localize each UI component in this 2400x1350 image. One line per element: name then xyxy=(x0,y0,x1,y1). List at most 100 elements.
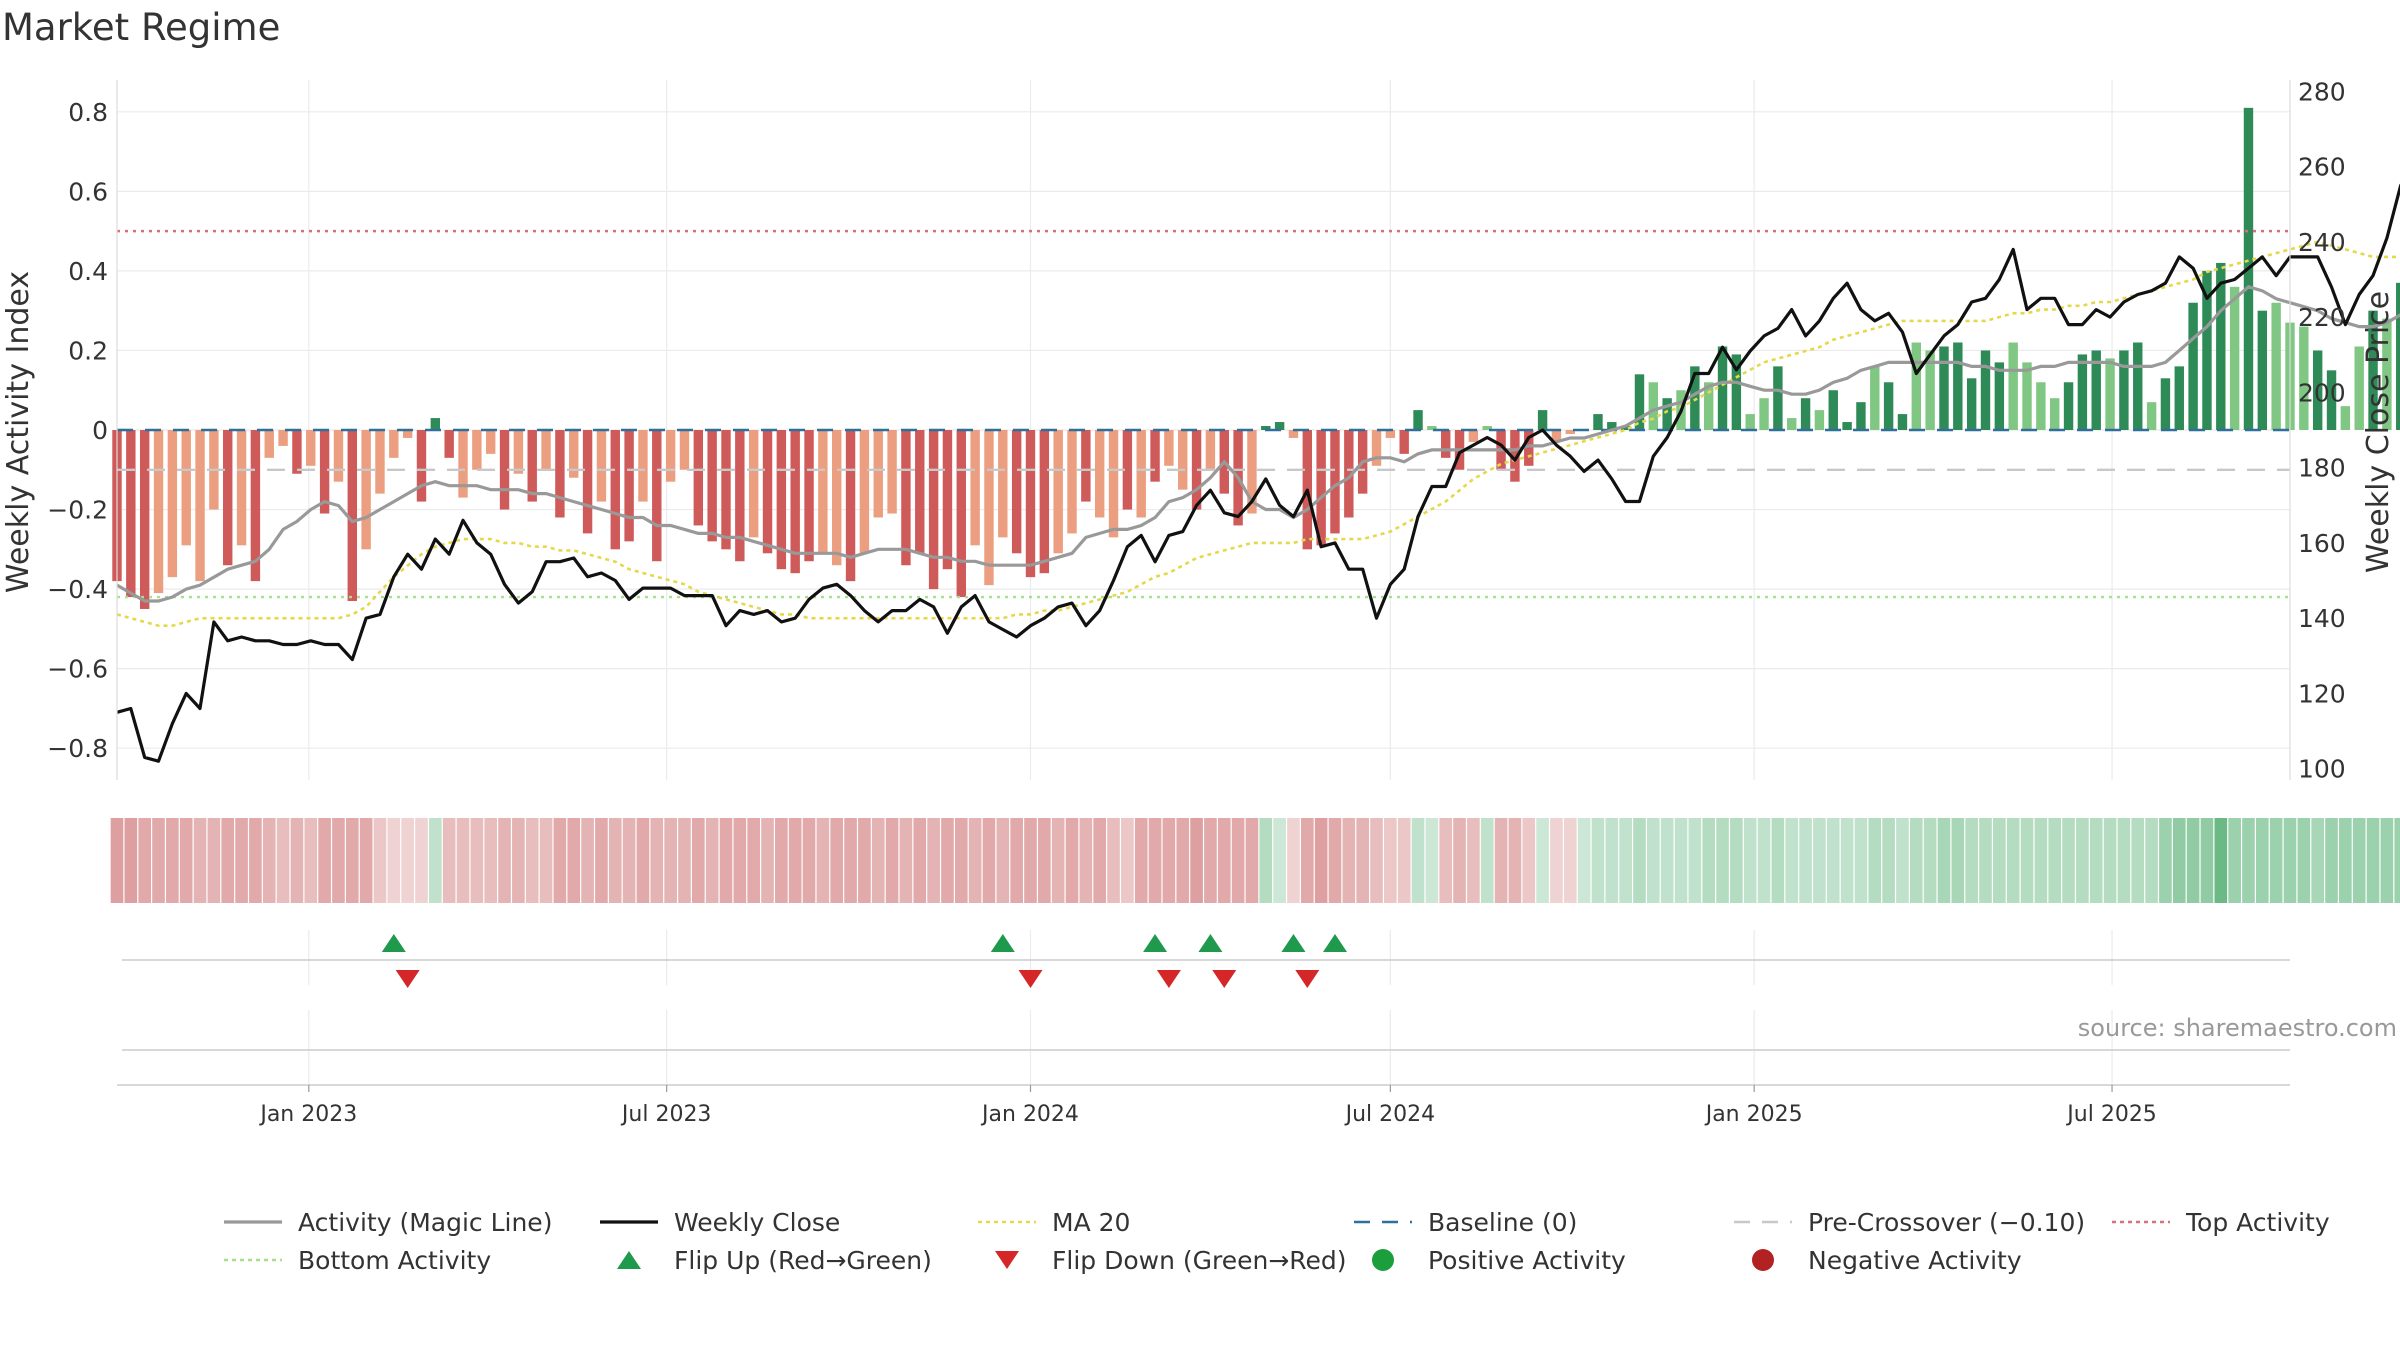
activity-bar xyxy=(2354,346,2364,430)
heat-cell xyxy=(1993,818,2006,903)
y-right-tick-label: 200 xyxy=(2298,378,2346,407)
activity-bar xyxy=(1925,350,1935,430)
heat-cell xyxy=(899,818,913,903)
activity-bars xyxy=(112,107,2400,609)
x-tick-label: Jul 2024 xyxy=(1344,1102,1436,1127)
heat-cell xyxy=(1508,818,1522,903)
heat-cell xyxy=(1300,818,1314,903)
activity-bar xyxy=(1482,426,1492,430)
activity-bar xyxy=(2105,358,2115,430)
heat-cell xyxy=(484,818,498,903)
heat-cell xyxy=(2380,818,2394,903)
activity-bar xyxy=(1731,354,1742,430)
heat-cell xyxy=(1674,818,1688,903)
heat-cell xyxy=(1909,818,1923,903)
activity-bar xyxy=(596,430,607,502)
activity-bar xyxy=(1441,430,1451,458)
activity-bar xyxy=(1787,418,1797,430)
activity-bar xyxy=(2077,354,2088,430)
y-left-tick-label: −0.2 xyxy=(47,496,108,525)
y-right-tick-label: 220 xyxy=(2298,303,2346,332)
x-tick-label: Jan 2023 xyxy=(258,1102,357,1127)
activity-bar xyxy=(721,430,731,550)
heat-cell xyxy=(595,818,608,903)
activity-bar xyxy=(375,430,385,494)
activity-bar xyxy=(638,430,648,502)
weekly-close-line xyxy=(116,183,2400,763)
heat-cell xyxy=(761,818,774,903)
heat-cell xyxy=(1314,818,1328,903)
activity-bar xyxy=(2312,350,2323,430)
activity-bar xyxy=(1883,382,1894,430)
activity-bar xyxy=(1856,402,1866,430)
activity-bar xyxy=(832,430,842,566)
heat-cell xyxy=(1633,818,1646,903)
activity-bar xyxy=(915,430,925,554)
heat-cell xyxy=(719,818,733,903)
activity-bar xyxy=(1593,414,1603,430)
heat-cell xyxy=(567,818,581,903)
activity-bar xyxy=(2050,398,2060,430)
heat-strip xyxy=(110,818,2400,903)
heat-cell xyxy=(1259,818,1273,903)
heat-cell xyxy=(1937,818,1951,903)
heat-cell xyxy=(470,818,484,903)
y-right-tick-label: 240 xyxy=(2298,228,2346,257)
heat-cell xyxy=(996,818,1010,903)
activity-bar xyxy=(1330,430,1340,534)
heat-cell xyxy=(941,818,954,903)
legend: Activity (Magic Line) Weekly Close MA 20 Ba… xyxy=(0,1205,2400,1295)
activity-bar xyxy=(1939,346,1949,430)
legend-item-neg: Negative Activity xyxy=(1732,1242,2022,1278)
heat-cell xyxy=(1245,818,1259,903)
activity-bar xyxy=(804,430,814,562)
x-tick-label: Jan 2025 xyxy=(1704,1102,1803,1127)
heat-cell xyxy=(152,818,165,903)
legend-item-ma: MA 20 xyxy=(976,1204,1130,1240)
activity-bar xyxy=(1150,430,1160,482)
activity-bar xyxy=(1261,426,1271,430)
heat-cell xyxy=(2200,818,2214,903)
heat-cell xyxy=(982,818,996,903)
heat-cell xyxy=(539,818,553,903)
y-left-tick-label: 0.6 xyxy=(68,177,108,206)
heat-cell xyxy=(705,818,719,903)
y-right-tick-label: 280 xyxy=(2298,77,2346,106)
activity-bar xyxy=(1468,430,1479,442)
heat-cell xyxy=(1342,818,1356,903)
ma20-line xyxy=(116,240,2400,627)
heat-cell xyxy=(1010,818,1023,903)
heat-cell xyxy=(2256,818,2269,903)
heat-cell xyxy=(456,818,470,903)
heat-cell xyxy=(1702,818,1716,903)
legend-item-top: Top Activity xyxy=(2110,1204,2330,1240)
heat-cell xyxy=(2214,818,2228,903)
activity-bar xyxy=(1108,430,1119,538)
heat-cell xyxy=(138,818,151,903)
activity-bar xyxy=(2326,370,2337,430)
activity-bar xyxy=(928,430,939,590)
heat-cell xyxy=(2020,818,2034,903)
y-right-tick-label: 140 xyxy=(2298,604,2346,633)
activity-bar xyxy=(1053,430,1063,554)
heat-cell xyxy=(678,818,691,903)
heat-cell xyxy=(166,818,179,903)
legend-item-close: Weekly Close xyxy=(598,1204,840,1240)
legend-label: Baseline (0) xyxy=(1428,1207,1578,1237)
activity-bar xyxy=(2299,326,2309,430)
activity-bar xyxy=(2257,310,2268,430)
chart-title: Market Regime xyxy=(2,6,281,49)
activity-bar xyxy=(1039,430,1050,574)
heat-cell xyxy=(2269,818,2283,903)
activity-bar xyxy=(887,430,897,514)
heat-cell xyxy=(304,818,318,903)
heat-cell xyxy=(1370,818,1383,903)
activity-bar xyxy=(1773,366,1783,430)
heat-cell xyxy=(2145,818,2158,903)
heat-cell xyxy=(1896,818,1909,903)
activity-bar xyxy=(389,430,399,458)
heat-cell xyxy=(1563,818,1577,903)
heat-cell xyxy=(1757,818,1771,903)
heat-cell xyxy=(2089,818,2103,903)
